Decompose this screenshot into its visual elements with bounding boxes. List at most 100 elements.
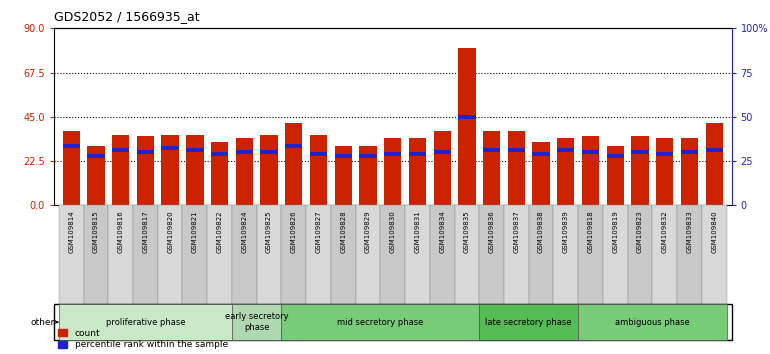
Text: GSM109840: GSM109840	[711, 210, 717, 253]
Bar	[677, 205, 701, 304]
Bar	[483, 131, 501, 205]
Bar	[182, 205, 207, 304]
Bar	[335, 154, 352, 158]
Bar	[310, 152, 327, 156]
Bar	[59, 304, 232, 340]
Bar	[285, 144, 303, 148]
Text: GSM109823: GSM109823	[637, 210, 643, 253]
Bar	[557, 148, 574, 152]
Bar	[137, 150, 154, 154]
Bar	[631, 137, 648, 205]
Bar	[529, 205, 554, 304]
Text: GSM109824: GSM109824	[241, 210, 247, 253]
Bar	[186, 135, 203, 205]
Bar	[335, 146, 352, 205]
Text: late secretory phase: late secretory phase	[485, 318, 572, 327]
Bar	[479, 205, 504, 304]
Bar	[211, 142, 228, 205]
Text: ambiguous phase: ambiguous phase	[615, 318, 690, 327]
Bar	[260, 150, 278, 154]
Text: GSM109827: GSM109827	[316, 210, 322, 253]
Text: GSM109815: GSM109815	[93, 210, 99, 253]
Bar	[207, 205, 232, 304]
Bar	[62, 144, 80, 148]
Text: GSM109816: GSM109816	[118, 210, 124, 253]
Bar	[578, 304, 727, 340]
Bar	[458, 115, 476, 119]
Text: GSM109821: GSM109821	[192, 210, 198, 253]
Bar	[607, 154, 624, 158]
Text: GSM109838: GSM109838	[538, 210, 544, 253]
Text: GSM109829: GSM109829	[365, 210, 371, 253]
Bar	[112, 135, 129, 205]
Bar	[133, 205, 158, 304]
Bar	[162, 135, 179, 205]
Bar	[532, 142, 550, 205]
Bar	[430, 205, 454, 304]
Bar	[211, 152, 228, 156]
Text: GSM109835: GSM109835	[464, 210, 470, 253]
Bar	[306, 205, 331, 304]
Bar	[434, 131, 450, 205]
Bar	[656, 138, 674, 205]
Bar	[281, 304, 479, 340]
Bar	[380, 205, 405, 304]
Bar	[162, 146, 179, 150]
Bar	[405, 205, 430, 304]
Bar	[554, 205, 578, 304]
Bar	[236, 138, 253, 205]
Bar	[454, 205, 479, 304]
Text: GSM109828: GSM109828	[340, 210, 346, 253]
Bar	[137, 137, 154, 205]
Text: GDS2052 / 1566935_at: GDS2052 / 1566935_at	[54, 10, 199, 23]
Bar	[384, 138, 401, 205]
Text: GSM109825: GSM109825	[266, 210, 272, 253]
Bar	[582, 137, 599, 205]
Text: GSM109836: GSM109836	[489, 210, 494, 253]
Text: early secretory
phase: early secretory phase	[225, 313, 289, 332]
Bar	[87, 146, 105, 205]
Bar	[62, 131, 80, 205]
Legend: count, percentile rank within the sample: count, percentile rank within the sample	[59, 329, 228, 349]
Bar	[458, 48, 476, 205]
Text: GSM109819: GSM109819	[612, 210, 618, 253]
Bar	[504, 205, 529, 304]
Text: other: other	[30, 318, 58, 327]
Bar	[483, 148, 501, 152]
Text: GSM109837: GSM109837	[514, 210, 519, 253]
Bar	[507, 148, 525, 152]
Text: GSM109839: GSM109839	[563, 210, 569, 253]
Bar	[360, 146, 377, 205]
Bar	[628, 205, 652, 304]
Text: GSM109820: GSM109820	[167, 210, 173, 253]
Bar	[578, 205, 603, 304]
Bar	[112, 148, 129, 152]
Bar	[260, 135, 278, 205]
Bar	[532, 152, 550, 156]
Text: GSM109817: GSM109817	[142, 210, 149, 253]
Bar	[186, 148, 203, 152]
Text: GSM109834: GSM109834	[439, 210, 445, 253]
Bar	[232, 304, 281, 340]
Text: GSM109833: GSM109833	[687, 210, 692, 253]
Bar	[631, 150, 648, 154]
Bar	[236, 150, 253, 154]
Bar	[582, 150, 599, 154]
Bar	[603, 205, 628, 304]
Bar	[557, 138, 574, 205]
Bar	[87, 154, 105, 158]
Bar	[84, 205, 109, 304]
Text: proliferative phase: proliferative phase	[105, 318, 185, 327]
Bar	[356, 205, 380, 304]
Bar	[656, 152, 674, 156]
Bar	[384, 152, 401, 156]
Bar	[652, 205, 677, 304]
Bar	[607, 146, 624, 205]
Bar	[256, 205, 281, 304]
Bar	[434, 150, 450, 154]
Bar	[701, 205, 727, 304]
Bar	[681, 150, 698, 154]
Text: mid secretory phase: mid secretory phase	[337, 318, 424, 327]
Bar	[479, 304, 578, 340]
Bar	[507, 131, 525, 205]
